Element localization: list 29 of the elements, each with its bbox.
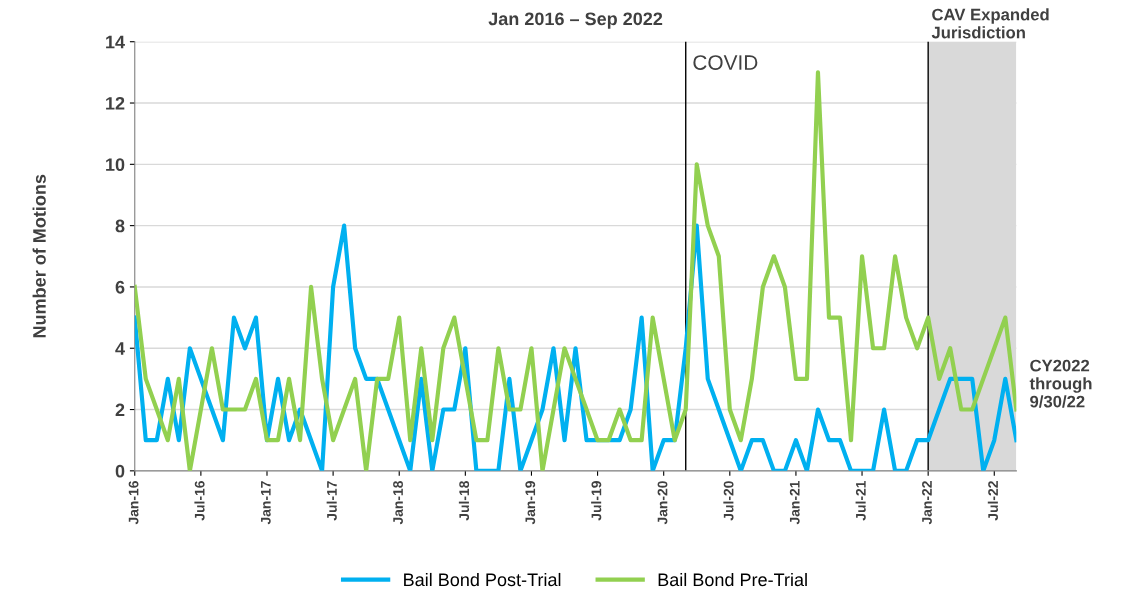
y-tick-label: 12: [106, 96, 125, 110]
x-tick-label: Jul-17: [326, 481, 337, 521]
text: CY2022 through 9/30/22: [1029, 359, 1092, 408]
y-tick-label: 14: [106, 35, 125, 49]
y-tick-label: 10: [106, 158, 125, 172]
x-tick-label: Jan-21: [789, 480, 800, 525]
legend-label: Bail Bond Post-Trial: [404, 572, 561, 587]
y-axis-title: Number of Motions: [32, 174, 46, 338]
x-tick-label: Jul-19: [591, 481, 602, 521]
x-tick-label: Jan-18: [393, 480, 403, 525]
band-label: CAV Expanded Jurisdiction: [931, 8, 1049, 39]
y-tick-label: 8: [115, 219, 125, 233]
x-tick-label: Jul-18: [458, 480, 470, 521]
y-tick-label: 2: [115, 403, 125, 417]
x-tick-label: Jul-21: [855, 480, 866, 521]
x-tick-label: Jan-19: [525, 481, 536, 525]
x-tick-label: Jan-20: [657, 481, 668, 525]
x-tick-label: Jul-22: [987, 481, 998, 521]
y-tick-label: 6: [115, 280, 125, 294]
x-tick-label: Jul-16: [194, 481, 205, 521]
ref-line-label: COVID: [693, 55, 758, 70]
x-tick-label: Jul-20: [723, 481, 734, 521]
legend-label: Bail Bond Pre-Trial: [658, 572, 807, 587]
x-tick-label: Jan-22: [922, 481, 932, 525]
y-tick-label: 0: [115, 464, 125, 478]
x-tick-label: Jan-16: [128, 481, 139, 525]
chart-title: Jan 2016 – Sep 2022: [488, 12, 663, 29]
x-tick-label: Jan-17: [261, 481, 271, 525]
y-tick-label: 4: [115, 342, 125, 355]
